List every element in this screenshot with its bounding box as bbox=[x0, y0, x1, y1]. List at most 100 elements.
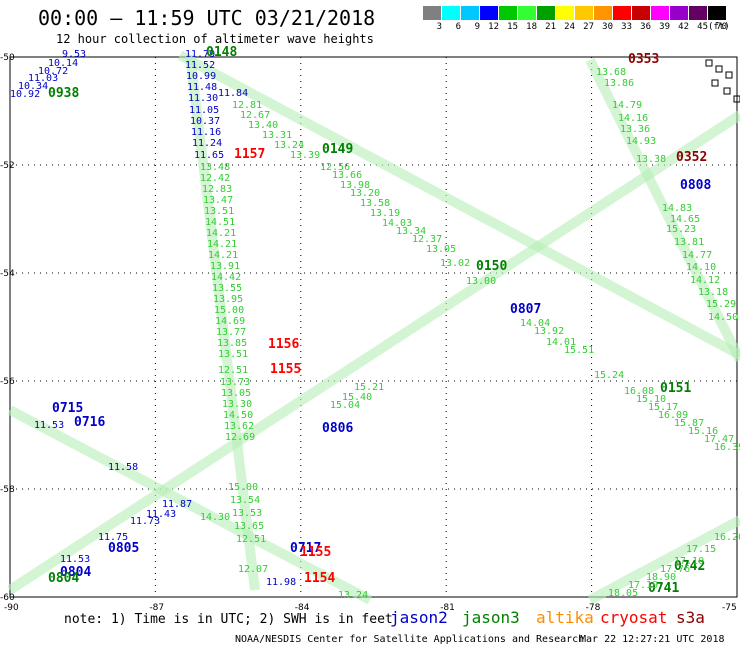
legend-jason3: jason3 bbox=[462, 608, 520, 627]
wave-height-label: 17.15 bbox=[686, 544, 716, 555]
longitude-label: -90 bbox=[4, 603, 19, 613]
color-swatch bbox=[613, 6, 632, 20]
color-scale-label: 12 bbox=[488, 22, 499, 32]
page-title: 00:00 – 11:59 UTC 03/21/2018 bbox=[38, 6, 376, 30]
color-swatch bbox=[708, 6, 727, 20]
color-swatch bbox=[689, 6, 708, 20]
latitude-label: -58 bbox=[0, 485, 15, 495]
color-scale-label: 27 bbox=[583, 22, 594, 32]
wave-height-label: 15.40 bbox=[342, 392, 372, 403]
latitude-label: -52 bbox=[0, 161, 15, 171]
legend-jason2: jason2 bbox=[390, 608, 448, 627]
wave-height-label: 12.51 bbox=[236, 534, 266, 545]
wave-height-label: 14.93 bbox=[626, 136, 656, 147]
wave-height-label: 13.00 bbox=[466, 276, 496, 287]
wave-height-label: 14.83 bbox=[662, 203, 692, 214]
color-scale-label: 6 bbox=[455, 22, 461, 32]
wave-height-label: 16.39 bbox=[714, 442, 740, 453]
color-scale-bar bbox=[423, 6, 727, 20]
wave-height-label: 16.09 bbox=[658, 410, 688, 421]
wave-height-label: 18.05 bbox=[608, 588, 638, 599]
wave-height-label: 12.67 bbox=[240, 110, 270, 121]
wave-height-label: 14.65 bbox=[670, 214, 700, 225]
color-swatch bbox=[594, 6, 613, 20]
wave-height-label: 15.21 bbox=[354, 382, 384, 393]
legend-s3a: s3a bbox=[676, 608, 705, 627]
wave-height-label: 13.24 bbox=[338, 590, 368, 601]
wave-height-label: 13.39 bbox=[290, 150, 320, 161]
wave-height-label: 14.77 bbox=[682, 250, 712, 261]
color-scale-label: 45 bbox=[697, 22, 708, 32]
wave-height-label: 14.51 bbox=[205, 217, 235, 228]
color-scale-label: 15 bbox=[507, 22, 518, 32]
wave-height-label: 13.65 bbox=[234, 521, 264, 532]
color-scale-label: 36 bbox=[640, 22, 651, 32]
pass-time-label: 0715 bbox=[52, 401, 83, 416]
wave-height-label: 13.53 bbox=[232, 508, 262, 519]
wave-height-label: 16.20 bbox=[714, 532, 740, 543]
coastline-fragment bbox=[705, 59, 713, 67]
wave-height-label: 11.84 bbox=[218, 88, 248, 99]
wave-height-label: 13.24 bbox=[274, 140, 304, 151]
footer-note: note: 1) Time is in UTC; 2) SWH is in fe… bbox=[64, 612, 393, 627]
pass-time-label: 0741 bbox=[648, 581, 679, 596]
pass-time-label: 1154 bbox=[304, 571, 335, 586]
wave-height-label: 15.87 bbox=[674, 418, 704, 429]
latitude-label: -54 bbox=[0, 269, 15, 279]
wave-height-label: 18.90 bbox=[646, 572, 676, 583]
wave-height-label: 11.73 bbox=[130, 516, 160, 527]
wave-height-label: 15.24 bbox=[594, 370, 624, 381]
wave-height-label: 13.62 bbox=[224, 421, 254, 432]
wave-height-label: 13.86 bbox=[604, 78, 634, 89]
wave-height-label: 10.34 bbox=[18, 81, 48, 92]
pass-time-label: 0717 bbox=[290, 541, 321, 556]
wave-height-label: 13.92 bbox=[534, 326, 564, 337]
wave-height-label: 11.87 bbox=[162, 499, 192, 510]
legend-altika: altika bbox=[536, 608, 594, 627]
wave-height-label: 14.10 bbox=[686, 262, 716, 273]
wave-height-label: 13.36 bbox=[620, 124, 650, 135]
wave-height-label: 15.29 bbox=[706, 299, 736, 310]
color-swatch bbox=[480, 6, 499, 20]
wave-height-label: 13.51 bbox=[204, 206, 234, 217]
wave-height-label: 13.58 bbox=[360, 198, 390, 209]
wave-height-label: 13.38 bbox=[636, 154, 666, 165]
pass-time-label: 0150 bbox=[476, 259, 507, 274]
wave-height-label: 13.05 bbox=[426, 244, 456, 255]
color-scale-label: 30 bbox=[602, 22, 613, 32]
pass-time-label: 0352 bbox=[676, 150, 707, 165]
wave-height-label: 10.92 bbox=[10, 89, 40, 100]
latitude-label: -60 bbox=[0, 593, 15, 603]
color-scale-label: 24 bbox=[564, 22, 575, 32]
color-scale-label: 18 bbox=[526, 22, 537, 32]
pass-time-label: 1157 bbox=[234, 147, 265, 162]
longitude-label: -75 bbox=[722, 603, 737, 613]
page-subtitle: 12 hour collection of altimeter wave hei… bbox=[56, 32, 374, 46]
wave-height-label: 13.51 bbox=[218, 349, 248, 360]
wave-height-label: 11.30 bbox=[188, 93, 218, 104]
wave-height-label: 10.14 bbox=[48, 58, 78, 69]
wave-height-label: 17.76 bbox=[660, 564, 690, 575]
wave-height-label: 17.19 bbox=[628, 580, 658, 591]
track-band bbox=[177, 50, 740, 360]
longitude-label: -87 bbox=[149, 603, 164, 613]
pass-time-label: 1155 bbox=[270, 362, 301, 377]
color-scale-label: 39 bbox=[659, 22, 670, 32]
wave-height-label: 14.01 bbox=[546, 337, 576, 348]
pass-time-label: 0938 bbox=[48, 86, 79, 101]
wave-height-label: 13.30 bbox=[222, 399, 252, 410]
wave-height-label: 15.00 bbox=[214, 305, 244, 316]
pass-time-label: 1155 bbox=[300, 545, 331, 560]
color-scale-label: 9 bbox=[474, 22, 480, 32]
color-scale-label: 42 bbox=[678, 22, 689, 32]
wave-height-label: 12.69 bbox=[225, 432, 255, 443]
generated-timestamp: Mar 22 12:27:21 UTC 2018 bbox=[580, 634, 725, 645]
wave-height-label: 14.42 bbox=[211, 272, 241, 283]
color-swatch bbox=[461, 6, 480, 20]
wave-height-label: 11.58 bbox=[108, 462, 138, 473]
color-scale-label: 21 bbox=[545, 22, 556, 32]
wave-height-label: 13.18 bbox=[698, 287, 728, 298]
wave-height-label: 13.40 bbox=[248, 120, 278, 131]
longitude-label: -81 bbox=[440, 603, 455, 613]
